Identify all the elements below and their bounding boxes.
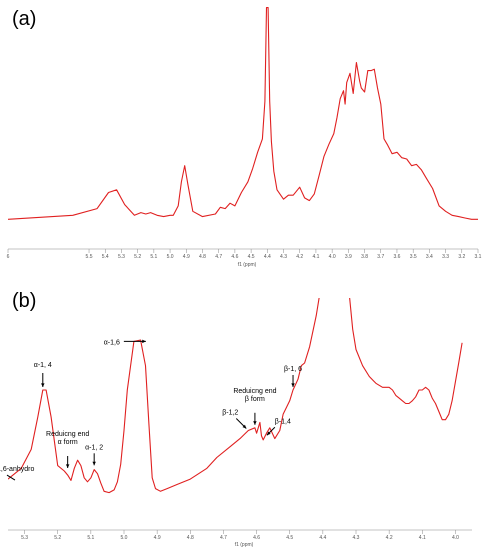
x-tick-label: 4.2 bbox=[386, 535, 393, 541]
x-tick-label: 4.8 bbox=[199, 254, 206, 260]
annotation-label: Reduicng end bbox=[233, 388, 276, 395]
panel-label: (a) bbox=[12, 8, 36, 30]
x-tick-label: 3.2 bbox=[458, 254, 465, 260]
x-tick-label: 3.5 bbox=[410, 254, 417, 260]
spectrum-line bbox=[8, 7, 478, 220]
annotation-arrowhead bbox=[65, 464, 70, 468]
x-tick-label: 4.2 bbox=[296, 254, 303, 260]
x-tick-label: 4.6 bbox=[231, 254, 238, 260]
x-tick-label: 4.9 bbox=[154, 535, 161, 541]
spectrum-line-2 bbox=[349, 298, 463, 421]
annotation-arrowhead bbox=[142, 339, 146, 344]
annotation-arrowhead bbox=[253, 421, 257, 425]
x-tick-label: 3.8 bbox=[361, 254, 368, 260]
x-tick-label: 5.5 bbox=[86, 254, 93, 260]
annotation-label: β-1,4 bbox=[275, 418, 291, 425]
peak-annotation: β-1,4 bbox=[266, 418, 291, 436]
x-tick-label: 5.2 bbox=[54, 535, 61, 541]
x-tick-label: 4.4 bbox=[264, 254, 271, 260]
annotation-label: Reduicng end bbox=[46, 431, 89, 438]
annotation-label: α-1, 4 bbox=[34, 362, 52, 369]
annotation-label: β-1, 6 bbox=[284, 366, 302, 373]
spectrum-line-1 bbox=[8, 298, 320, 494]
x-tick-label: 5.4 bbox=[102, 254, 109, 260]
peak-annotation: α-1,6 bbox=[104, 339, 146, 346]
annotation-label: α form bbox=[58, 439, 78, 446]
x-tick-label: 4.8 bbox=[187, 535, 194, 541]
peak-annotation: α-1, 4 bbox=[34, 362, 52, 387]
x-tick-label: 4.0 bbox=[329, 254, 336, 260]
x-tick-label: 5.3 bbox=[21, 535, 28, 541]
annotation-arrowhead bbox=[92, 461, 96, 466]
x-tick-label: 4.5 bbox=[286, 535, 293, 541]
x-tick-label: 3.9 bbox=[345, 254, 352, 260]
x-tick-label: 3.1 bbox=[475, 254, 482, 260]
annotation-label: α-1, 2 bbox=[85, 444, 103, 451]
peak-annotation: 1,6-anhydro bbox=[0, 466, 34, 481]
x-tick-label: 6 bbox=[7, 254, 10, 260]
x-tick-label: 4.9 bbox=[183, 254, 190, 260]
x-tick-label: 3.4 bbox=[426, 254, 433, 260]
x-tick-label: 4.4 bbox=[319, 535, 326, 541]
x-tick-label: 4.0 bbox=[452, 535, 459, 541]
x-tick-label: 3.6 bbox=[393, 254, 400, 260]
peak-annotation: α-1, 2 bbox=[85, 444, 103, 466]
x-tick-label: 4.1 bbox=[312, 254, 319, 260]
x-tick-label: 4.1 bbox=[419, 535, 426, 541]
annotation-arrowhead bbox=[242, 424, 247, 429]
x-tick-label: 4.3 bbox=[280, 254, 287, 260]
annotation-label: β-1,2 bbox=[222, 410, 238, 417]
x-tick-label: 4.5 bbox=[248, 254, 255, 260]
peak-annotation: β-1, 6 bbox=[284, 366, 302, 387]
annotation-label: α-1,6 bbox=[104, 339, 120, 346]
annotation-arrowhead bbox=[41, 383, 45, 387]
x-tick-label: 5.3 bbox=[118, 254, 125, 260]
panel-b: (b) 5.3 5.2 5.1 5.0 4.9 4.8 4.7 4.6 4.5 4.4 4.3 4.2 4… bbox=[0, 290, 472, 548]
x-tick-label: 4.7 bbox=[220, 535, 227, 541]
annotation-arrowhead bbox=[266, 431, 271, 436]
x-axis-label: f1 (ppm) bbox=[235, 542, 254, 548]
x-tick-label: 4.6 bbox=[253, 535, 260, 541]
x-tick-label: 3.3 bbox=[442, 254, 449, 260]
x-tick-label: 4.3 bbox=[353, 535, 360, 541]
x-tick-label: 5.2 bbox=[134, 254, 141, 260]
panel-a: (a) 6 5.5 5.4 5.3 5.2 5.1 5.0 4.9 4.8 4.7 4.6 4.5 4.4… bbox=[7, 7, 482, 268]
annotation-label: 1,6-anhydro bbox=[0, 466, 34, 473]
peak-annotation: β-1,2 bbox=[222, 410, 247, 429]
x-axis-label: f1 (ppm) bbox=[238, 262, 257, 268]
x-tick-label: 3.7 bbox=[377, 254, 384, 260]
panel-label: (b) bbox=[12, 290, 36, 312]
annotation-label: β form bbox=[245, 396, 265, 403]
x-tick-label: 5.1 bbox=[87, 535, 94, 541]
x-tick-label: 5.0 bbox=[121, 535, 128, 541]
x-tick-label: 5.0 bbox=[167, 254, 174, 260]
x-tick-label: 4.7 bbox=[215, 254, 222, 260]
x-tick-label: 5.1 bbox=[150, 254, 157, 260]
annotation-leader bbox=[6, 474, 16, 481]
annotation-arrowhead bbox=[291, 383, 295, 387]
